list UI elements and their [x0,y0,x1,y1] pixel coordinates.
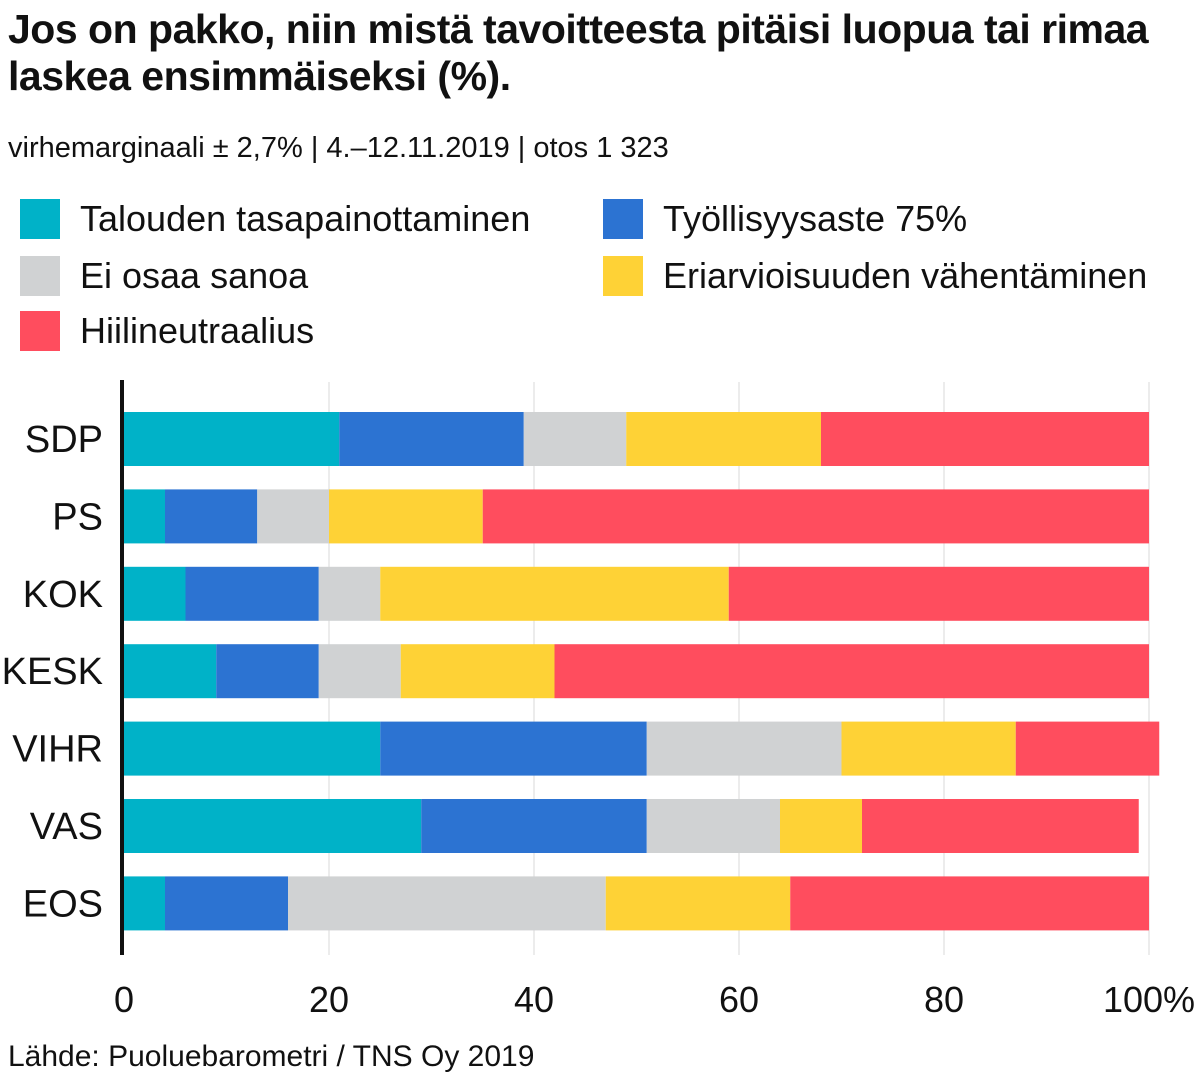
category-label: SDP [25,419,103,461]
bar-segment [841,721,1016,776]
bar-segment [318,644,401,699]
bar-segment [257,489,329,544]
legend-label: Ei osaa sanoa [80,255,309,296]
bar-segment [1015,721,1160,776]
bar-segment [124,489,165,544]
chart-title: Jos on pakko, niin mistä tavoitteesta pi… [8,6,1149,99]
bar-segment [380,566,729,621]
bar-segment [380,721,647,776]
legend-item-eriarvoisuus: Eriarvioisuuden vähentäminen [603,251,1147,301]
legend-item-ei-osaa: Ei osaa sanoa [20,251,308,301]
bar-segment [216,644,319,699]
bar-segment [288,876,606,931]
category-label: VAS [30,806,103,848]
bar-segment [421,799,647,853]
bar-segment [124,566,186,621]
category-label: VIHR [12,729,103,771]
bar-segment [780,799,862,853]
stacked-bar-chart: 0 20 40 60 80 100% SDP PS KOK KESK VIHR VAS EOS [2,380,1195,1020]
chart-subtitle: virhemarginaali ± 2,7% | 4.–12.11.2019 |… [8,132,669,164]
bar-segment [646,799,780,853]
bar-segment [862,799,1139,853]
bar-segment [626,412,821,466]
bar-segment [329,489,483,544]
x-tick-label: 20 [309,979,349,1020]
bar-segment [124,412,340,466]
x-tick-label: 80 [924,979,964,1020]
legend-label: Eriarvioisuuden vähentäminen [663,255,1148,296]
bar-segment [124,644,217,699]
bar-segment [318,566,381,621]
category-label: KESK [2,651,103,693]
bar-segment [165,489,258,544]
x-tick-label: 0 [114,979,134,1020]
legend-swatch [20,311,60,351]
legend: Talouden tasapainottaminen Työllisyysast… [0,190,1199,370]
legend-item-talous: Talouden tasapainottaminen [20,194,530,244]
legend-item-tyollisyys: Työllisyysaste 75% [603,194,967,244]
bar-segment [482,489,1149,544]
bar-segment [124,721,381,776]
source-note: Lähde: Puoluebarometri / TNS Oy 2019 [8,1040,535,1073]
legend-swatch [603,199,643,239]
category-label: KOK [23,574,103,616]
legend-swatch [20,256,60,296]
bar-segment [523,412,627,466]
bar-segment [554,644,1149,699]
bar-segment [821,412,1149,466]
legend-swatch [20,199,60,239]
bar-segment [339,412,524,466]
x-tick-label: 60 [719,979,759,1020]
legend-swatch [603,256,643,296]
bar-segment [400,644,555,699]
bar-segment [728,566,1149,621]
bar-segment [605,876,791,931]
bar-segment [124,876,165,931]
bar-segment [124,799,422,853]
x-tick-label: 40 [514,979,554,1020]
category-label: EOS [23,883,103,925]
bar-segment [165,876,288,931]
legend-label: Talouden tasapainottaminen [80,198,531,239]
bar-segment [185,566,319,621]
bar-segment [646,721,842,776]
bar-segment [790,876,1149,931]
legend-label: Työllisyysaste 75% [663,198,968,239]
legend-label: Hiilineutraalius [80,310,315,351]
legend-item-hiilineutraalius: Hiilineutraalius [20,306,314,356]
x-tick-label: 100% [1103,979,1195,1020]
category-label: PS [52,496,103,538]
